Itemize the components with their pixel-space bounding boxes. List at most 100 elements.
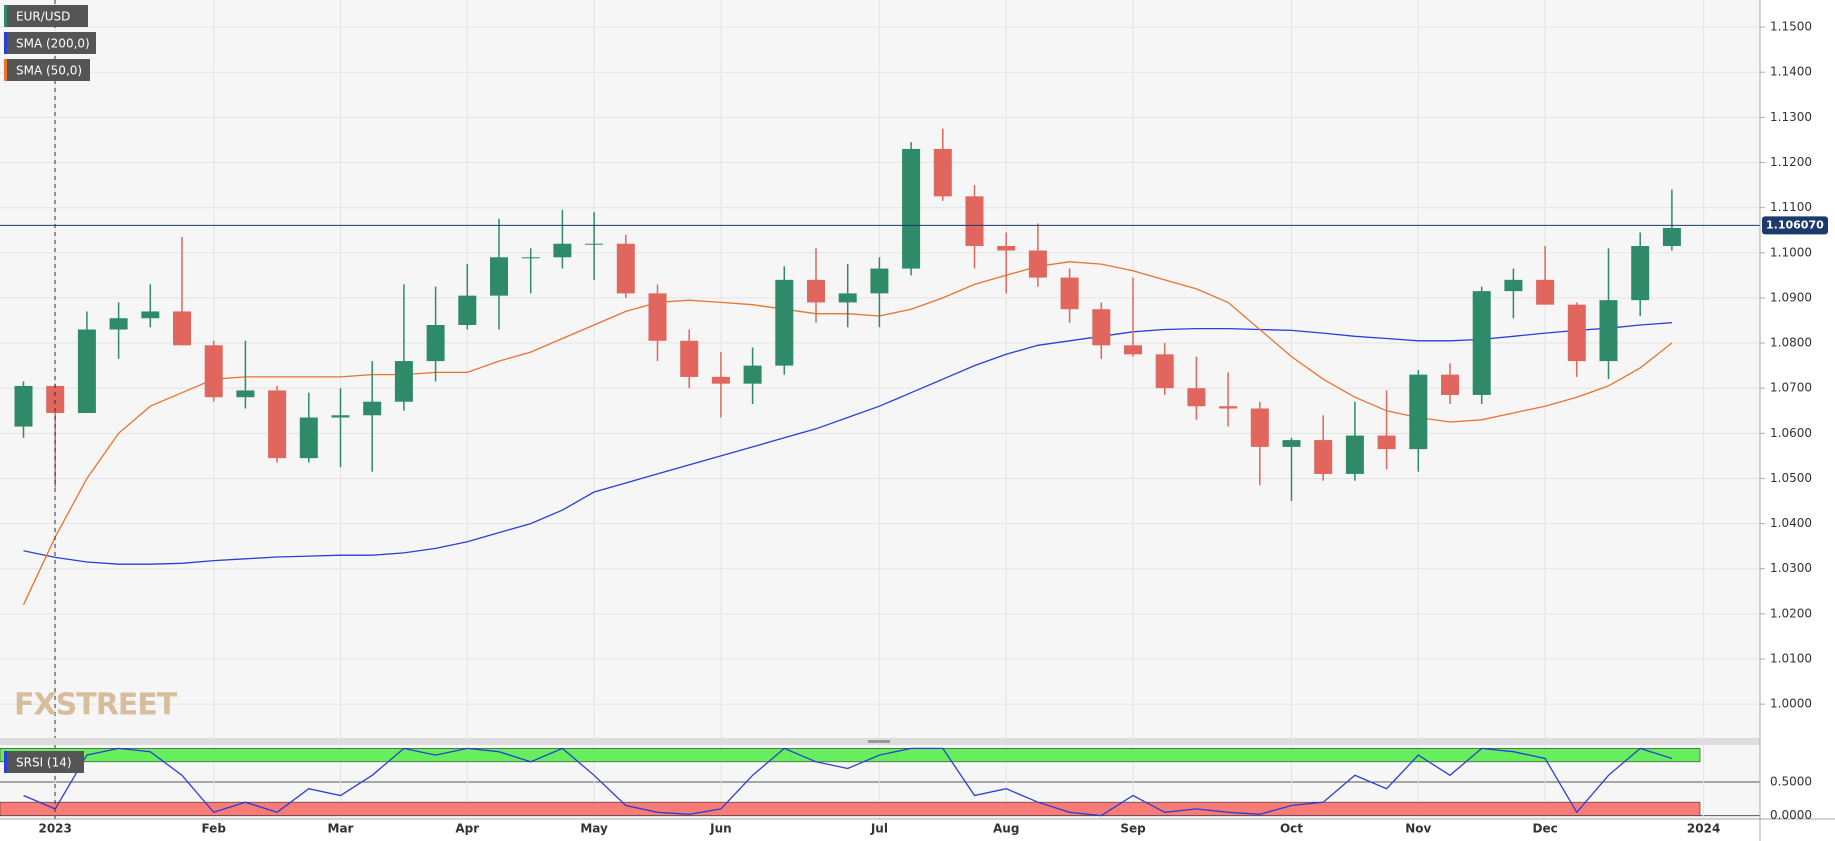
legend-item[interactable]: SMA (50,0) bbox=[4, 59, 90, 81]
y-tick-label: 1.0500 bbox=[1770, 471, 1812, 485]
line bbox=[23, 747, 1673, 817]
candle-body bbox=[1504, 279, 1523, 292]
x-tick-label: Dec bbox=[1532, 822, 1557, 836]
y-tick-label: 1.0600 bbox=[1770, 426, 1812, 440]
legend-box bbox=[4, 32, 96, 54]
x-tick-label: Feb bbox=[201, 822, 226, 836]
y-tick-label: 1.1200 bbox=[1770, 155, 1812, 169]
candle-body bbox=[1219, 406, 1238, 409]
candle-body bbox=[14, 385, 33, 427]
legend-box bbox=[4, 5, 88, 27]
y-tick-label: 1.1300 bbox=[1770, 110, 1812, 124]
candle-body bbox=[46, 385, 65, 414]
candle-body bbox=[109, 318, 128, 330]
candle-body bbox=[299, 417, 318, 459]
candle-body bbox=[648, 293, 667, 341]
candle-body bbox=[173, 311, 191, 346]
x-tick-label: 2023 bbox=[38, 822, 71, 836]
candle-body bbox=[236, 390, 255, 398]
candle-body bbox=[1567, 304, 1586, 362]
zone-band bbox=[0, 748, 1701, 763]
y-tick-label: 1.1400 bbox=[1770, 65, 1812, 79]
legend-box bbox=[4, 59, 90, 81]
x-tick-label: 2024 bbox=[1687, 822, 1720, 836]
x-tick-label: May bbox=[580, 822, 608, 836]
candle-body bbox=[807, 279, 825, 303]
candle-body bbox=[775, 279, 794, 366]
watermark: FXSTREET bbox=[14, 688, 178, 723]
candle-body bbox=[965, 196, 984, 246]
legend-item[interactable]: SMA (200,0) bbox=[4, 32, 96, 54]
candle-body bbox=[743, 365, 762, 384]
y-tick-label: 1.1000 bbox=[1770, 245, 1812, 259]
legend-label: EUR/USD bbox=[16, 10, 70, 24]
candle-body bbox=[997, 246, 1016, 251]
candle-body bbox=[1472, 291, 1491, 395]
candle-body bbox=[394, 361, 413, 402]
legend-swatch bbox=[4, 5, 7, 27]
price-label: 1.106070 bbox=[1766, 218, 1824, 231]
candle-body bbox=[1377, 435, 1396, 450]
candle-body bbox=[1250, 408, 1269, 447]
y-tick-label: 1.1500 bbox=[1770, 20, 1812, 34]
legend: EUR/USD SMA (200,0) SMA (50,0) SRSI (14) bbox=[4, 5, 96, 773]
legend-swatch bbox=[4, 32, 7, 54]
x-tick-label: Nov bbox=[1405, 822, 1431, 836]
legend-swatch bbox=[4, 751, 7, 773]
zone-band bbox=[0, 801, 1701, 816]
candle-body bbox=[1345, 435, 1364, 474]
y-tick-label: 1.0400 bbox=[1770, 516, 1812, 530]
candle-body bbox=[680, 340, 699, 377]
candle-body bbox=[585, 243, 604, 245]
y-tick-label: 1.0300 bbox=[1770, 561, 1812, 575]
candle-body bbox=[331, 415, 350, 418]
legend-label: SRSI (14) bbox=[16, 756, 72, 770]
x-tick-label: Mar bbox=[328, 822, 354, 836]
candle-body bbox=[1187, 388, 1206, 407]
y-tick-label: 0.5000 bbox=[1770, 775, 1812, 789]
candle-body bbox=[204, 345, 223, 398]
candle-body bbox=[902, 148, 921, 269]
candle-body bbox=[711, 376, 730, 384]
y-tick-label: 1.1100 bbox=[1770, 200, 1812, 214]
candle-body bbox=[1028, 250, 1047, 278]
x-tick-label: Jun bbox=[709, 822, 732, 836]
legend-swatch bbox=[4, 59, 7, 81]
candle-body bbox=[268, 390, 287, 459]
candle-body bbox=[1060, 277, 1079, 310]
candle-body bbox=[77, 329, 96, 414]
candle-body bbox=[1282, 440, 1301, 447]
candle-body bbox=[1409, 374, 1428, 450]
x-tick-label: Aug bbox=[993, 822, 1019, 836]
y-tick-label: 1.0000 bbox=[1770, 697, 1812, 711]
legend-item[interactable]: SRSI (14) bbox=[4, 751, 84, 773]
candle-body bbox=[458, 295, 477, 325]
candle-body bbox=[553, 243, 572, 258]
candle-body bbox=[141, 311, 160, 319]
candle-body bbox=[521, 257, 540, 259]
candle-body bbox=[1536, 279, 1555, 305]
y-tick-label: 1.0200 bbox=[1770, 606, 1812, 620]
legend-label: SMA (200,0) bbox=[16, 37, 90, 51]
candle-body bbox=[1314, 440, 1333, 474]
candle-body bbox=[933, 148, 952, 197]
candle-body bbox=[870, 268, 889, 294]
y-tick-label: 1.0800 bbox=[1770, 336, 1812, 350]
x-tick-label: Oct bbox=[1280, 822, 1303, 836]
legend-label: SMA (50,0) bbox=[16, 64, 82, 78]
candle-body bbox=[1092, 309, 1111, 346]
x-tick-label: Apr bbox=[455, 822, 479, 836]
legend-item[interactable]: EUR/USD bbox=[4, 5, 88, 27]
candle-body bbox=[616, 243, 635, 294]
y-tick-label: 0.0000 bbox=[1770, 808, 1812, 822]
y-tick-label: 1.0700 bbox=[1770, 381, 1812, 395]
candle-body bbox=[426, 324, 445, 362]
plot-bg bbox=[0, 0, 1760, 738]
marks bbox=[0, 128, 1760, 817]
x-tick-label: Jul bbox=[870, 822, 888, 836]
candle-body bbox=[1155, 354, 1174, 389]
divider-handle bbox=[868, 740, 890, 743]
y-tick-label: 1.0900 bbox=[1770, 290, 1812, 304]
legend-box bbox=[4, 751, 84, 773]
